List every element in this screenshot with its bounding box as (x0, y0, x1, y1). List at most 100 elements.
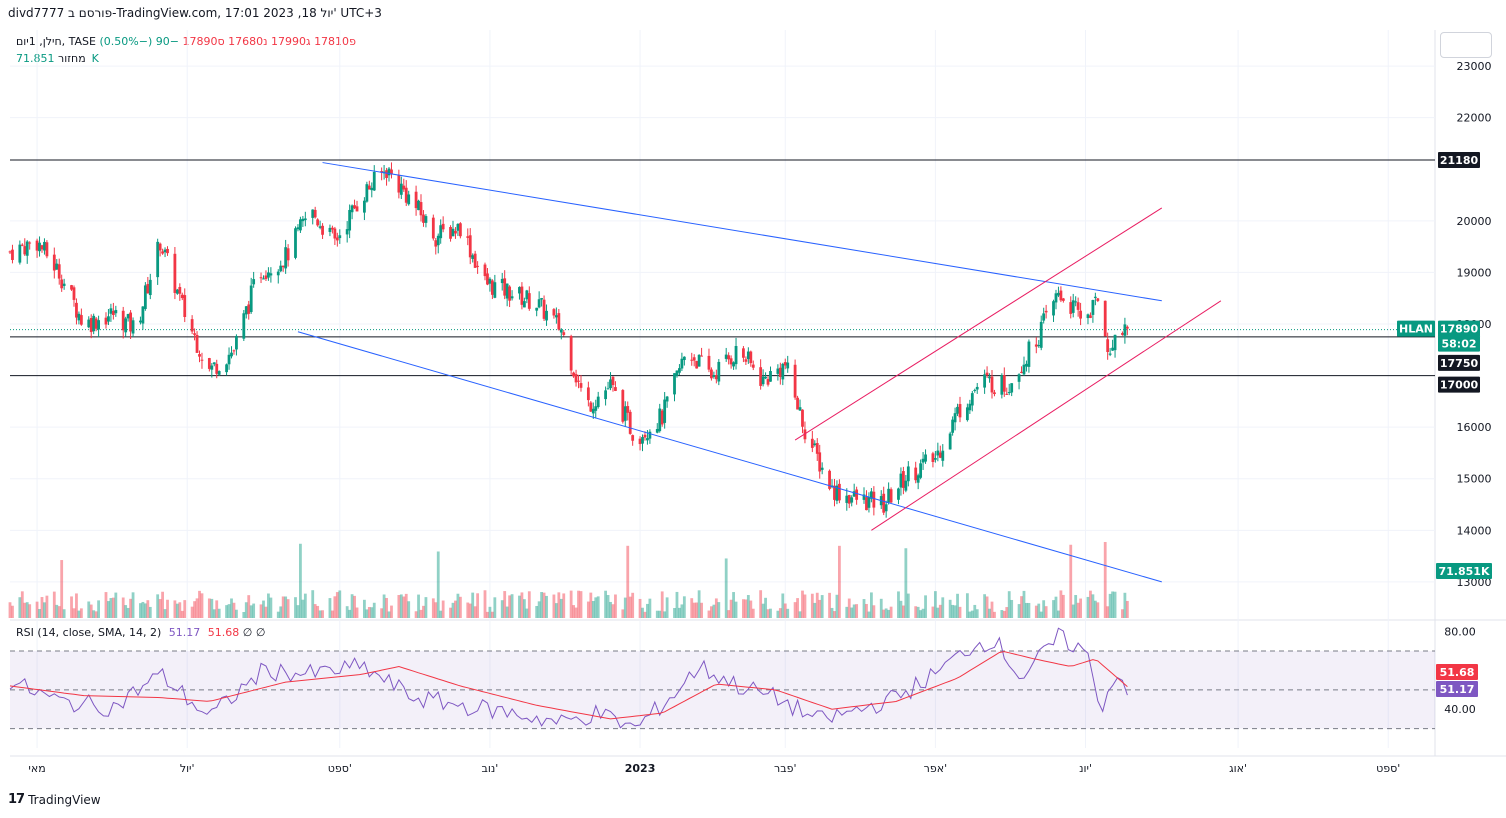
volume-bar (941, 597, 945, 618)
candle-body (786, 362, 790, 369)
candle-body (887, 488, 891, 503)
volume-bar (749, 600, 753, 618)
level-17000-badge: 17000 (1440, 379, 1479, 392)
candle-body (468, 235, 472, 258)
candle-body (111, 310, 115, 315)
volume-bar (264, 606, 268, 618)
volume-bar (552, 594, 556, 618)
candle-body (646, 438, 649, 441)
candle-body (161, 251, 164, 254)
volume-bar (958, 606, 962, 618)
volume-bar (35, 601, 39, 618)
volume-bar (638, 598, 642, 618)
footer-brand[interactable]: 17 TradingView (8, 792, 101, 807)
candle-body (20, 244, 24, 246)
candle-body (62, 283, 66, 286)
candle-body (542, 299, 546, 319)
volume-bar (586, 601, 590, 618)
volume-bar (766, 609, 770, 618)
candle-body (348, 209, 352, 231)
candle-body (8, 251, 12, 253)
candle-body (1010, 383, 1014, 393)
candle-body (232, 350, 236, 352)
volume-bar (869, 592, 873, 618)
volume-bar (399, 594, 403, 618)
candle-body (417, 200, 420, 211)
price-tick-label: 22000 (1457, 112, 1492, 125)
volume-bar (554, 603, 558, 618)
price-tick-label: 14000 (1457, 524, 1492, 537)
volume-bar (744, 599, 748, 618)
rsi-ma-badge: 51.68 (1440, 666, 1475, 679)
symbol-label: חילן, 1יום, TASE (16, 35, 96, 48)
candle-body (11, 249, 14, 260)
chart-settings-box[interactable] (1440, 32, 1492, 58)
volume-bar (906, 593, 910, 618)
candle-body (126, 314, 130, 319)
volume-bar (520, 592, 524, 618)
candle-body (40, 245, 44, 250)
time-tick-label: אפר' (924, 762, 947, 775)
candle-body (210, 365, 214, 370)
volume-bar (350, 594, 354, 618)
candle-body (540, 298, 544, 300)
volume-bar (38, 609, 41, 618)
volume-bar (938, 604, 942, 618)
candle-body (94, 318, 98, 329)
candle-body (559, 329, 563, 333)
volume-bar (505, 606, 509, 618)
volume-bar (1091, 594, 1095, 618)
volume-bar (540, 591, 544, 618)
candle-body (707, 355, 711, 370)
volume-bar (493, 597, 497, 618)
candle-body (505, 283, 509, 299)
time-tick-label: 2023 (625, 762, 656, 775)
candle-body (124, 318, 128, 333)
volume-bar (45, 595, 49, 618)
candle-body (869, 491, 873, 499)
volume-bar (838, 545, 841, 618)
volume-bar (244, 602, 248, 618)
candle-body (262, 278, 265, 280)
candle-body (276, 271, 280, 276)
volume-bar (673, 608, 676, 618)
volume-bar (8, 602, 12, 618)
candle-body (545, 310, 548, 321)
candle-body (338, 235, 342, 239)
candle-body (690, 359, 694, 361)
candle-body (178, 287, 182, 294)
volume-bar (355, 607, 359, 618)
candle-body (163, 249, 167, 253)
volume-bar (156, 594, 160, 618)
candle-body (146, 284, 150, 294)
candle-body (180, 294, 184, 299)
volume-bar (717, 602, 721, 618)
candle-body (156, 241, 160, 278)
candle-body (1000, 375, 1004, 395)
volume-bar (810, 593, 814, 618)
candle-body (680, 358, 684, 369)
volume-bar (682, 596, 686, 618)
candle-body (889, 489, 893, 503)
volume-bar (761, 603, 765, 618)
volume-bar (331, 610, 334, 618)
volume-bar (146, 600, 150, 618)
volume-bar (94, 611, 98, 618)
candle-body (227, 354, 231, 365)
candle-body (407, 194, 411, 205)
volume-bar (1076, 602, 1080, 618)
candle-body (434, 240, 438, 247)
candle-body (471, 255, 475, 259)
volume-bar (783, 603, 787, 618)
volume-bar (62, 609, 66, 618)
volume-bar (163, 609, 167, 618)
candle-body (606, 388, 610, 390)
candle-body (109, 308, 113, 314)
open-value: פ17810 (314, 35, 356, 48)
candle-body (1005, 393, 1009, 395)
level-17750-badge-bg (1438, 354, 1480, 371)
volume-bar (70, 596, 73, 618)
volume-bar (328, 598, 332, 618)
candle-body (663, 399, 667, 423)
